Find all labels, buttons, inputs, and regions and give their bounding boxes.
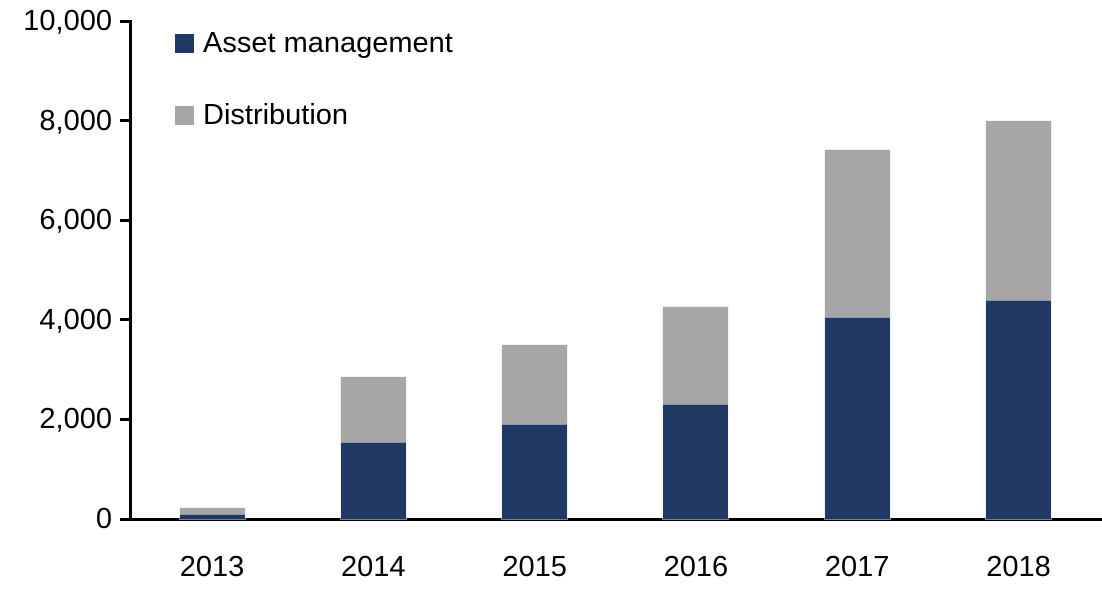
bar-segment-asset-management-2013	[179, 514, 245, 519]
bar-segment-distribution-2017	[824, 150, 890, 318]
y-tick-label: 2,000	[39, 403, 112, 436]
bar-segment-distribution-2018	[986, 120, 1051, 300]
y-tick-label: 10,000	[23, 5, 112, 37]
y-tick-mark	[120, 119, 130, 123]
y-tick-mark	[120, 218, 130, 222]
y-tick-label: 0	[95, 503, 112, 535]
x-tick-label-2014: 2014	[341, 551, 406, 583]
legend-item-distribution: Distribution	[175, 98, 348, 132]
x-tick-label-2018: 2018	[986, 551, 1051, 583]
y-tick-label: 4,000	[39, 303, 112, 336]
legend-item-asset-management: Asset management	[175, 26, 453, 60]
bar-segment-asset-management-2018	[986, 299, 1051, 519]
bar-segment-asset-management-2014	[340, 441, 406, 519]
y-axis-line	[129, 20, 132, 521]
legend-label-asset-management: Asset management	[203, 27, 453, 59]
y-tick-label: 8,000	[39, 104, 112, 137]
x-tick-label-2013: 2013	[179, 551, 245, 583]
distribution-swatch-icon	[175, 105, 194, 125]
y-tick-mark	[120, 517, 130, 521]
x-axis-line	[128, 518, 1102, 521]
bar-segment-asset-management-2017	[824, 317, 890, 519]
y-tick-mark	[120, 19, 130, 23]
x-tick-label-2015: 2015	[502, 551, 567, 583]
bar-segment-distribution-2016	[663, 307, 729, 405]
bar-segment-asset-management-2015	[502, 424, 568, 519]
legend-label-distribution: Distribution	[203, 99, 349, 131]
asset-management-swatch-icon	[175, 33, 194, 53]
y-tick-label: 6,000	[39, 204, 112, 237]
y-tick-mark	[120, 417, 130, 421]
bar-segment-asset-management-2016	[663, 404, 729, 519]
bar-segment-distribution-2013	[179, 508, 245, 514]
bar-segment-distribution-2015	[502, 344, 568, 425]
x-tick-label-2016: 2016	[663, 551, 729, 583]
y-tick-mark	[120, 318, 130, 322]
bar-segment-distribution-2014	[340, 377, 406, 442]
x-tick-label-2017: 2017	[824, 551, 890, 583]
